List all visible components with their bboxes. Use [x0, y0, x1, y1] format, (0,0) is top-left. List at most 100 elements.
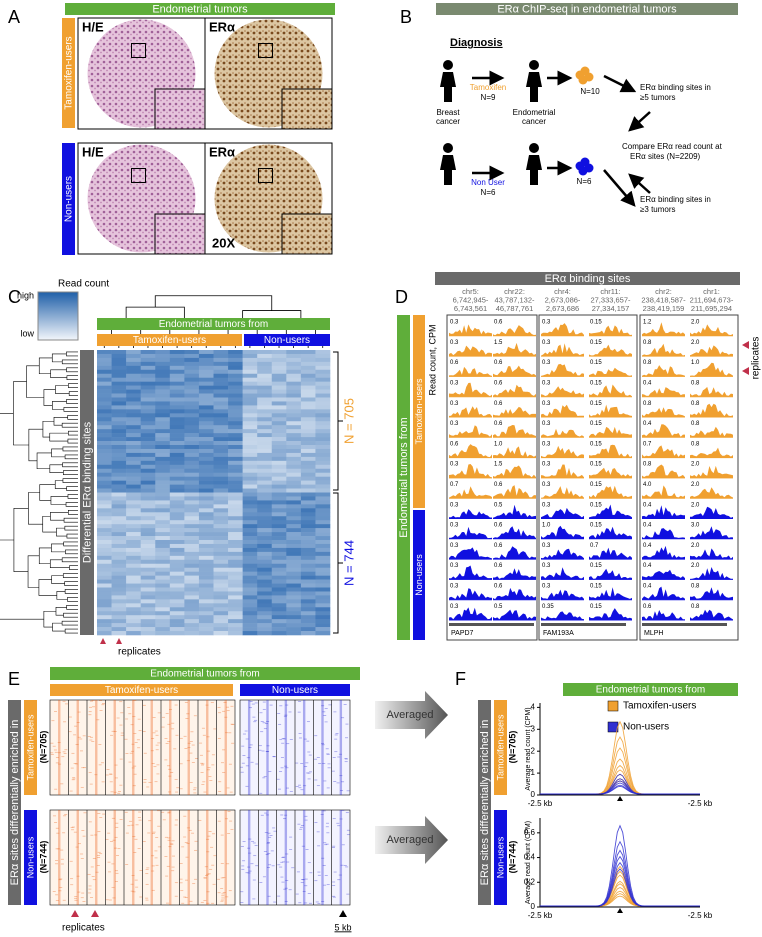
profile-streak	[253, 721, 257, 723]
heatmap-cell	[198, 575, 214, 580]
profile-streak	[298, 902, 302, 904]
profile-streak	[54, 822, 58, 823]
heatmap-cell	[242, 385, 258, 390]
heatmap-cell	[126, 480, 141, 485]
heatmap-cell	[300, 445, 316, 450]
y-tick-label: 4	[531, 702, 536, 711]
bracket	[333, 351, 343, 491]
heatmap-cell	[140, 421, 156, 426]
heatmap-cell	[257, 488, 273, 493]
label: 2,673,686	[546, 304, 579, 313]
heatmap-cell	[198, 468, 214, 474]
header-bar	[240, 684, 350, 696]
profile-streak	[99, 817, 103, 818]
roi-box	[131, 43, 146, 58]
heatmap-cell	[111, 452, 127, 458]
profile-streak	[186, 713, 190, 715]
heatmap-cell	[169, 365, 185, 371]
header-bar	[50, 684, 233, 696]
heatmap-cell	[111, 448, 127, 454]
profile-streak	[203, 877, 207, 879]
profile-streak	[83, 812, 87, 814]
heatmap-cell	[271, 528, 287, 533]
profile-streak	[108, 899, 112, 901]
center-marker	[617, 908, 623, 913]
label: N=10	[580, 87, 600, 96]
heatmap-cell	[140, 615, 156, 620]
profile-streak	[265, 723, 269, 724]
profile-streak	[151, 855, 155, 857]
heatmap-cell	[140, 623, 156, 628]
profile-streak	[181, 902, 185, 904]
heatmap-cell	[97, 405, 112, 410]
profile-streak	[340, 790, 344, 791]
heatmap-cell	[126, 413, 141, 418]
heatmap-cell	[169, 484, 185, 489]
heatmap-cell	[111, 599, 127, 604]
heatmap-cell	[126, 421, 141, 426]
dendrogram	[63, 470, 78, 475]
heatmap-cell	[315, 563, 331, 569]
heatmap-cell	[97, 452, 112, 458]
profile-streak	[241, 865, 245, 867]
profile-streak	[200, 772, 204, 773]
profile-streak	[326, 832, 330, 834]
gene-model	[541, 623, 626, 626]
track-signal	[589, 467, 632, 479]
heatmap-cell	[315, 547, 331, 553]
profile-streak	[222, 877, 226, 879]
profile-streak	[97, 813, 101, 814]
heatmap-cell	[111, 401, 127, 406]
heatmap-cell	[213, 353, 229, 359]
heatmap-cell	[198, 389, 214, 394]
profile-streak	[107, 861, 111, 863]
profile-streak	[226, 710, 230, 712]
heatmap-cell	[257, 445, 273, 450]
heatmap-cell	[242, 472, 258, 477]
profile-streak	[217, 892, 221, 894]
heatmap-cell	[242, 409, 258, 414]
heatmap-cell	[242, 369, 258, 375]
heatmap-cell	[111, 575, 127, 580]
profile-streak	[322, 763, 326, 764]
profile-streak	[297, 711, 301, 713]
profile-streak	[81, 830, 85, 831]
heatmap-cell	[155, 468, 171, 474]
profile-streak	[114, 777, 118, 779]
profile-streak	[213, 855, 217, 857]
profile-streak	[321, 705, 325, 707]
heatmap-cell	[271, 369, 287, 375]
heatmap-cell	[198, 377, 214, 382]
profile-streak	[211, 902, 215, 904]
heatmap-cell	[271, 524, 287, 529]
profile-streak	[281, 881, 285, 883]
heatmap-cell	[184, 377, 200, 382]
heatmap-cell	[155, 603, 171, 608]
heatmap-cell	[140, 464, 156, 470]
profile-streak	[167, 839, 171, 841]
profile-streak	[325, 826, 329, 828]
track-signal	[449, 607, 492, 621]
profile-streak	[249, 701, 253, 702]
track-signal	[690, 465, 733, 479]
track-scale: 0.15	[590, 380, 602, 386]
profile-center	[339, 700, 343, 795]
profile-streak	[307, 751, 311, 753]
heatmap-cell	[315, 492, 331, 497]
heatmap-cell	[271, 452, 287, 458]
heatmap-cell	[213, 551, 229, 557]
profile-streak	[193, 787, 197, 789]
heatmap-cell	[198, 445, 214, 450]
heatmap-cell	[213, 464, 229, 470]
heatmap-cell	[126, 405, 141, 410]
heatmap-cell	[257, 401, 273, 406]
profile-streak	[92, 858, 96, 859]
profile-streak	[339, 775, 343, 777]
heatmap-cell	[155, 369, 171, 375]
heatmap-cell	[242, 421, 258, 426]
heatmap-cell	[97, 357, 112, 363]
profile-streak	[114, 881, 118, 882]
heatmap-cell	[271, 532, 287, 537]
heatmap-cell	[140, 532, 156, 537]
track-scale: 0.3	[450, 523, 459, 529]
